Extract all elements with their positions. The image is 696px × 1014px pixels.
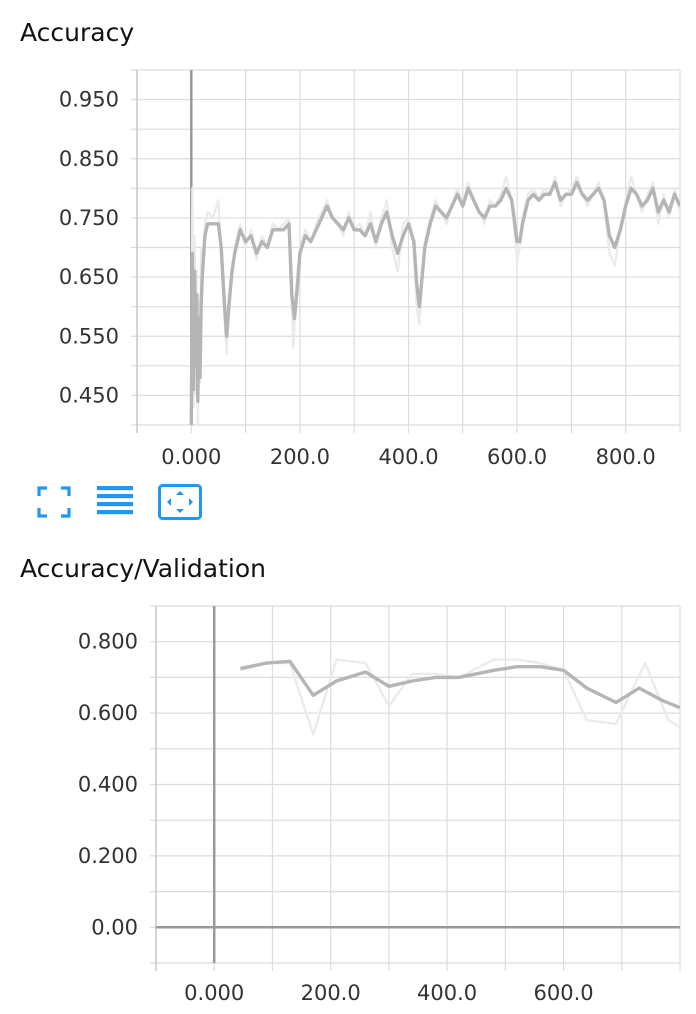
x-tick-label: 400.0 [378,445,438,469]
grid [131,69,681,433]
series-line-smoothed [240,659,680,710]
grid [150,605,681,971]
y-tick-label: 0.550 [59,324,119,348]
y-tick-label: 0.200 [78,844,138,868]
series-line-smoothed [189,180,680,425]
chart-title-accuracy: Accuracy [20,18,135,47]
chart-toolbar [36,484,206,520]
y-tick-label: 0.450 [59,383,119,407]
y-tick-label: 0.650 [59,265,119,289]
y-tick-label: 0.950 [59,88,119,112]
chart-title-accuracy-validation: Accuracy/Validation [20,554,267,583]
x-tick-label: 200.0 [270,445,330,469]
x-tick-label: 600.0 [487,445,547,469]
x-tick-label: 600.0 [533,981,593,1005]
x-tick-label: 400.0 [417,981,477,1005]
data-table-icon[interactable] [97,484,133,520]
y-tick-label: 0.800 [78,630,138,654]
y-tick-label: 0.400 [78,773,138,797]
x-tick-label: 800.0 [596,445,656,469]
fullscreen-icon[interactable] [36,484,72,520]
x-tick-label: 0.000 [161,445,221,469]
y-tick-label: 0.850 [59,147,119,171]
accuracy-validation-chart[interactable]: 0.800 0.600 0.400 0.200 0.00 0.000 200.0 400.0 6… [0,540,696,1014]
y-tick-label: 0.600 [78,701,138,725]
y-tick-label: 0.750 [59,206,119,230]
x-tick-label: 0.000 [184,981,244,1005]
series-line-raw [240,658,680,736]
fit-domain-icon[interactable] [158,484,202,520]
y-tick-label: 0.00 [91,915,138,939]
accuracy-chart[interactable]: 0.950 0.850 0.750 0.650 0.550 0.450 0.000 200.0… [0,0,696,480]
x-tick-label: 200.0 [301,981,361,1005]
